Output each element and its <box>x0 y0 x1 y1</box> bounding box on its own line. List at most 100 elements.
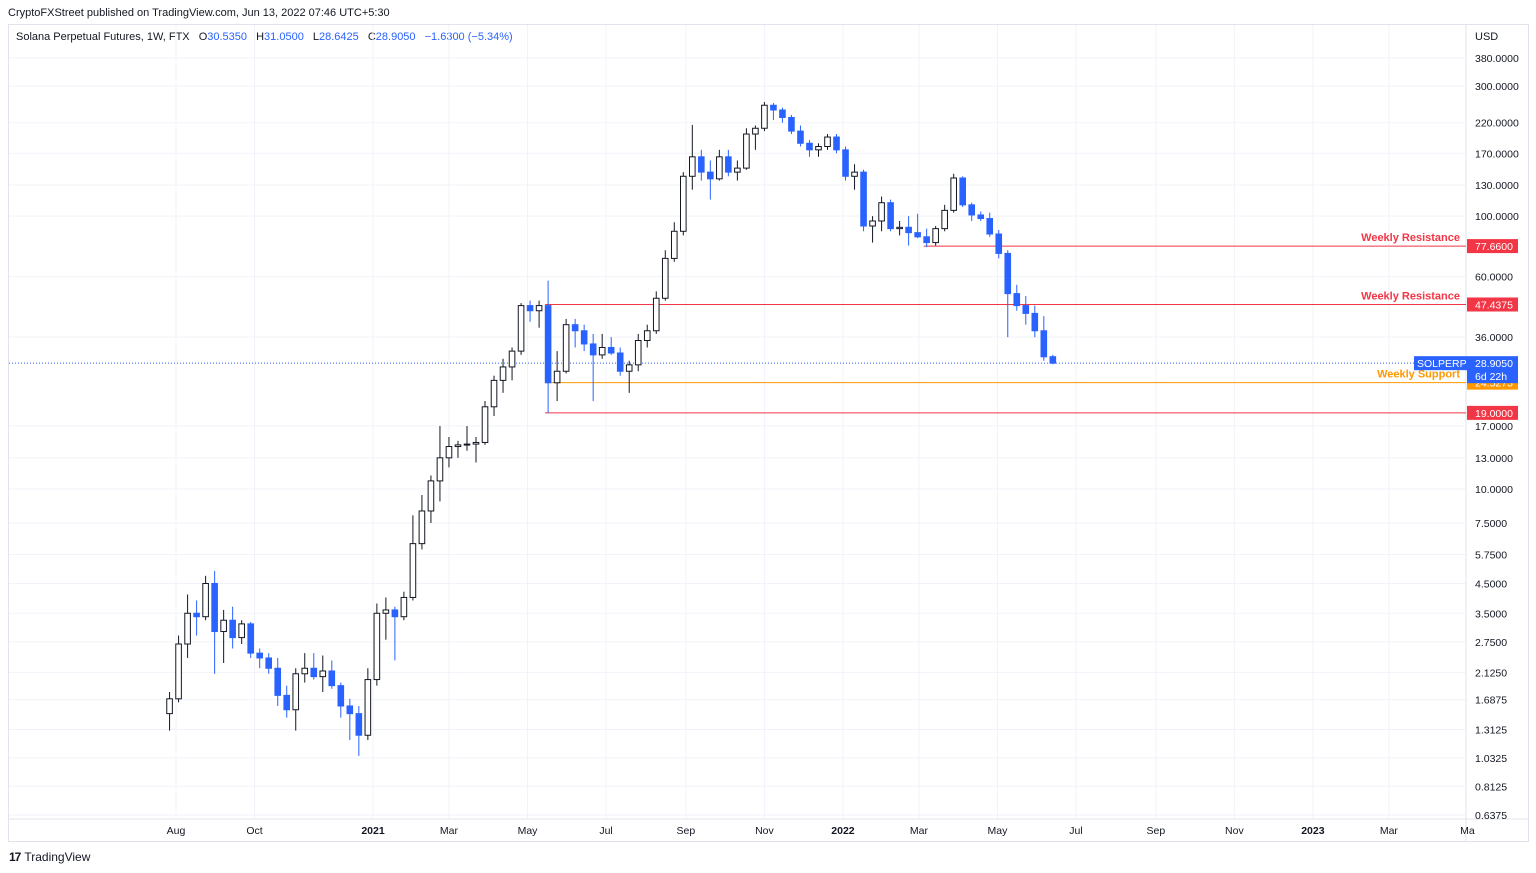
candle[interactable] <box>905 216 912 246</box>
candle[interactable] <box>472 436 480 463</box>
candle[interactable] <box>770 102 777 121</box>
candle[interactable] <box>229 606 236 649</box>
candle[interactable] <box>815 143 822 157</box>
candle[interactable] <box>743 128 750 170</box>
candle[interactable] <box>355 705 363 756</box>
candle[interactable] <box>625 360 633 393</box>
candle[interactable] <box>499 358 507 393</box>
candle[interactable] <box>698 149 705 181</box>
candle[interactable] <box>481 401 489 445</box>
candle[interactable] <box>292 668 300 731</box>
candle[interactable] <box>616 347 624 376</box>
candle[interactable] <box>833 134 840 154</box>
candle[interactable] <box>878 196 885 232</box>
candle[interactable] <box>580 324 588 352</box>
candle[interactable] <box>211 571 218 674</box>
candle[interactable] <box>679 172 687 236</box>
candle[interactable] <box>265 653 273 674</box>
candle[interactable] <box>869 216 876 243</box>
candle[interactable] <box>220 609 227 664</box>
candle[interactable] <box>932 226 939 246</box>
candle[interactable] <box>400 591 408 621</box>
currency-label[interactable]: USD <box>1475 31 1499 43</box>
candle[interactable] <box>1022 295 1030 325</box>
candle[interactable] <box>689 124 696 190</box>
candle[interactable] <box>670 222 678 262</box>
candle[interactable] <box>806 140 813 157</box>
candle[interactable] <box>950 173 957 213</box>
candle[interactable] <box>553 351 561 402</box>
candle[interactable] <box>1031 305 1039 338</box>
candle[interactable] <box>914 213 921 239</box>
candle[interactable] <box>490 375 498 417</box>
candle[interactable] <box>175 635 182 703</box>
candle[interactable] <box>716 149 723 181</box>
candle[interactable] <box>1049 354 1057 365</box>
candle[interactable] <box>247 622 254 658</box>
candle[interactable] <box>634 333 642 372</box>
candle[interactable] <box>1013 284 1021 311</box>
candle[interactable] <box>1004 250 1012 338</box>
candle[interactable] <box>598 333 606 359</box>
candle[interactable] <box>896 220 903 236</box>
candle[interactable] <box>842 146 849 181</box>
candle[interactable] <box>535 300 543 328</box>
candle[interactable] <box>373 603 381 686</box>
candle[interactable] <box>562 318 570 374</box>
candle[interactable] <box>986 212 994 237</box>
candle[interactable] <box>995 229 1003 259</box>
candle[interactable] <box>166 692 173 731</box>
candle[interactable] <box>643 324 651 348</box>
candle[interactable] <box>346 698 354 741</box>
candle[interactable] <box>184 594 191 658</box>
candle[interactable] <box>436 426 444 502</box>
candle[interactable] <box>409 515 417 601</box>
candle[interactable] <box>661 250 669 301</box>
candle[interactable] <box>463 426 471 451</box>
candle[interactable] <box>824 134 831 150</box>
candle[interactable] <box>418 494 426 550</box>
candle[interactable] <box>1040 316 1048 361</box>
candle[interactable] <box>571 318 579 348</box>
candle[interactable] <box>959 176 966 208</box>
candle[interactable] <box>968 202 976 221</box>
candle[interactable] <box>941 204 948 232</box>
candle[interactable] <box>364 668 372 741</box>
candle[interactable] <box>319 655 327 693</box>
candle[interactable] <box>887 199 894 232</box>
candle[interactable] <box>256 648 263 669</box>
candle[interactable] <box>454 440 462 458</box>
candle[interactable] <box>301 653 309 683</box>
candle[interactable] <box>788 114 795 135</box>
candle[interactable] <box>589 333 597 402</box>
candle[interactable] <box>526 300 534 322</box>
candle[interactable] <box>734 160 741 181</box>
candle[interactable] <box>725 149 732 177</box>
candle[interactable] <box>391 606 399 661</box>
tradingview-logo[interactable]: 17 TradingView <box>9 850 90 864</box>
candle[interactable] <box>607 337 615 355</box>
candle[interactable] <box>310 653 318 680</box>
candle[interactable] <box>274 657 282 706</box>
candle[interactable] <box>337 682 345 718</box>
candle[interactable] <box>923 228 930 248</box>
candle[interactable] <box>202 575 209 621</box>
candle[interactable] <box>797 125 804 147</box>
candle[interactable] <box>193 600 200 636</box>
candle[interactable] <box>652 291 660 334</box>
candle[interactable] <box>283 685 291 718</box>
candle[interactable] <box>508 347 516 381</box>
candle[interactable] <box>238 620 245 645</box>
candle[interactable] <box>328 660 336 689</box>
candle[interactable] <box>779 107 786 123</box>
candle[interactable] <box>977 211 985 221</box>
candle[interactable] <box>752 125 759 150</box>
candle[interactable] <box>427 475 435 523</box>
candle[interactable] <box>382 597 390 640</box>
candle[interactable] <box>860 169 867 232</box>
candle[interactable] <box>761 102 768 132</box>
candle[interactable] <box>851 164 858 190</box>
candle[interactable] <box>707 160 714 200</box>
candle[interactable] <box>445 436 453 468</box>
